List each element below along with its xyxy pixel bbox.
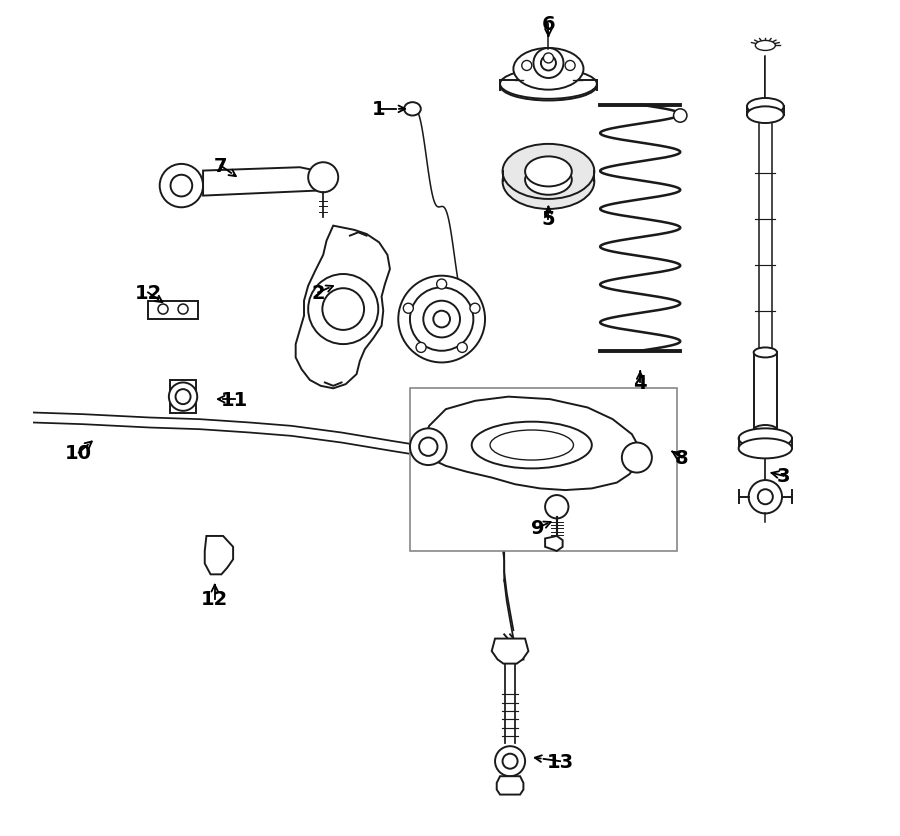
Text: 10: 10 bbox=[66, 444, 93, 462]
Circle shape bbox=[502, 754, 518, 769]
Circle shape bbox=[423, 301, 460, 338]
Ellipse shape bbox=[525, 157, 572, 187]
Text: 9: 9 bbox=[531, 518, 544, 538]
Ellipse shape bbox=[747, 107, 784, 124]
Polygon shape bbox=[296, 227, 390, 389]
Ellipse shape bbox=[500, 69, 597, 99]
Polygon shape bbox=[497, 777, 524, 794]
Circle shape bbox=[169, 383, 197, 411]
Text: 7: 7 bbox=[214, 157, 228, 176]
Circle shape bbox=[308, 163, 338, 193]
Ellipse shape bbox=[490, 431, 573, 461]
Ellipse shape bbox=[404, 103, 421, 116]
Circle shape bbox=[457, 343, 467, 353]
Circle shape bbox=[622, 443, 652, 473]
Circle shape bbox=[534, 48, 563, 79]
Circle shape bbox=[545, 496, 569, 519]
Text: 4: 4 bbox=[634, 374, 647, 392]
Ellipse shape bbox=[753, 426, 777, 436]
Circle shape bbox=[470, 303, 480, 314]
Circle shape bbox=[403, 303, 413, 314]
Text: 6: 6 bbox=[542, 15, 555, 34]
Circle shape bbox=[178, 304, 188, 314]
Ellipse shape bbox=[739, 429, 792, 449]
Ellipse shape bbox=[500, 71, 597, 101]
Ellipse shape bbox=[502, 155, 594, 210]
Polygon shape bbox=[503, 647, 524, 660]
Circle shape bbox=[495, 747, 525, 777]
Polygon shape bbox=[545, 537, 562, 551]
Ellipse shape bbox=[502, 145, 594, 200]
Circle shape bbox=[436, 280, 446, 290]
Polygon shape bbox=[203, 168, 331, 196]
Circle shape bbox=[158, 304, 168, 314]
Circle shape bbox=[399, 277, 485, 363]
Text: 13: 13 bbox=[546, 752, 573, 771]
Circle shape bbox=[673, 110, 687, 123]
Text: 5: 5 bbox=[542, 210, 555, 229]
Circle shape bbox=[410, 288, 473, 351]
Ellipse shape bbox=[739, 439, 792, 459]
Circle shape bbox=[308, 275, 378, 344]
Circle shape bbox=[565, 61, 575, 71]
Circle shape bbox=[416, 343, 426, 353]
Text: 11: 11 bbox=[221, 390, 248, 409]
Ellipse shape bbox=[472, 422, 592, 469]
Ellipse shape bbox=[755, 42, 775, 51]
Polygon shape bbox=[204, 537, 233, 574]
Ellipse shape bbox=[747, 99, 784, 115]
Polygon shape bbox=[423, 397, 640, 491]
Circle shape bbox=[541, 56, 556, 71]
Text: 12: 12 bbox=[134, 283, 162, 303]
Circle shape bbox=[170, 176, 193, 197]
Polygon shape bbox=[491, 639, 528, 664]
Circle shape bbox=[159, 165, 203, 208]
Ellipse shape bbox=[525, 166, 572, 196]
Bar bbox=[148, 301, 198, 319]
Circle shape bbox=[544, 54, 554, 64]
Circle shape bbox=[419, 438, 437, 456]
Text: 2: 2 bbox=[311, 283, 325, 303]
Circle shape bbox=[758, 490, 773, 505]
Text: 8: 8 bbox=[675, 448, 688, 467]
Bar bbox=[410, 389, 677, 551]
Circle shape bbox=[522, 61, 532, 71]
Ellipse shape bbox=[513, 48, 583, 90]
Text: 1: 1 bbox=[373, 100, 386, 120]
Circle shape bbox=[176, 390, 191, 405]
Text: 3: 3 bbox=[777, 466, 790, 486]
Text: 12: 12 bbox=[201, 589, 229, 609]
Circle shape bbox=[749, 481, 782, 514]
Circle shape bbox=[322, 289, 364, 330]
Circle shape bbox=[433, 311, 450, 328]
Circle shape bbox=[410, 429, 446, 466]
Ellipse shape bbox=[753, 348, 777, 358]
Bar bbox=[170, 380, 196, 414]
